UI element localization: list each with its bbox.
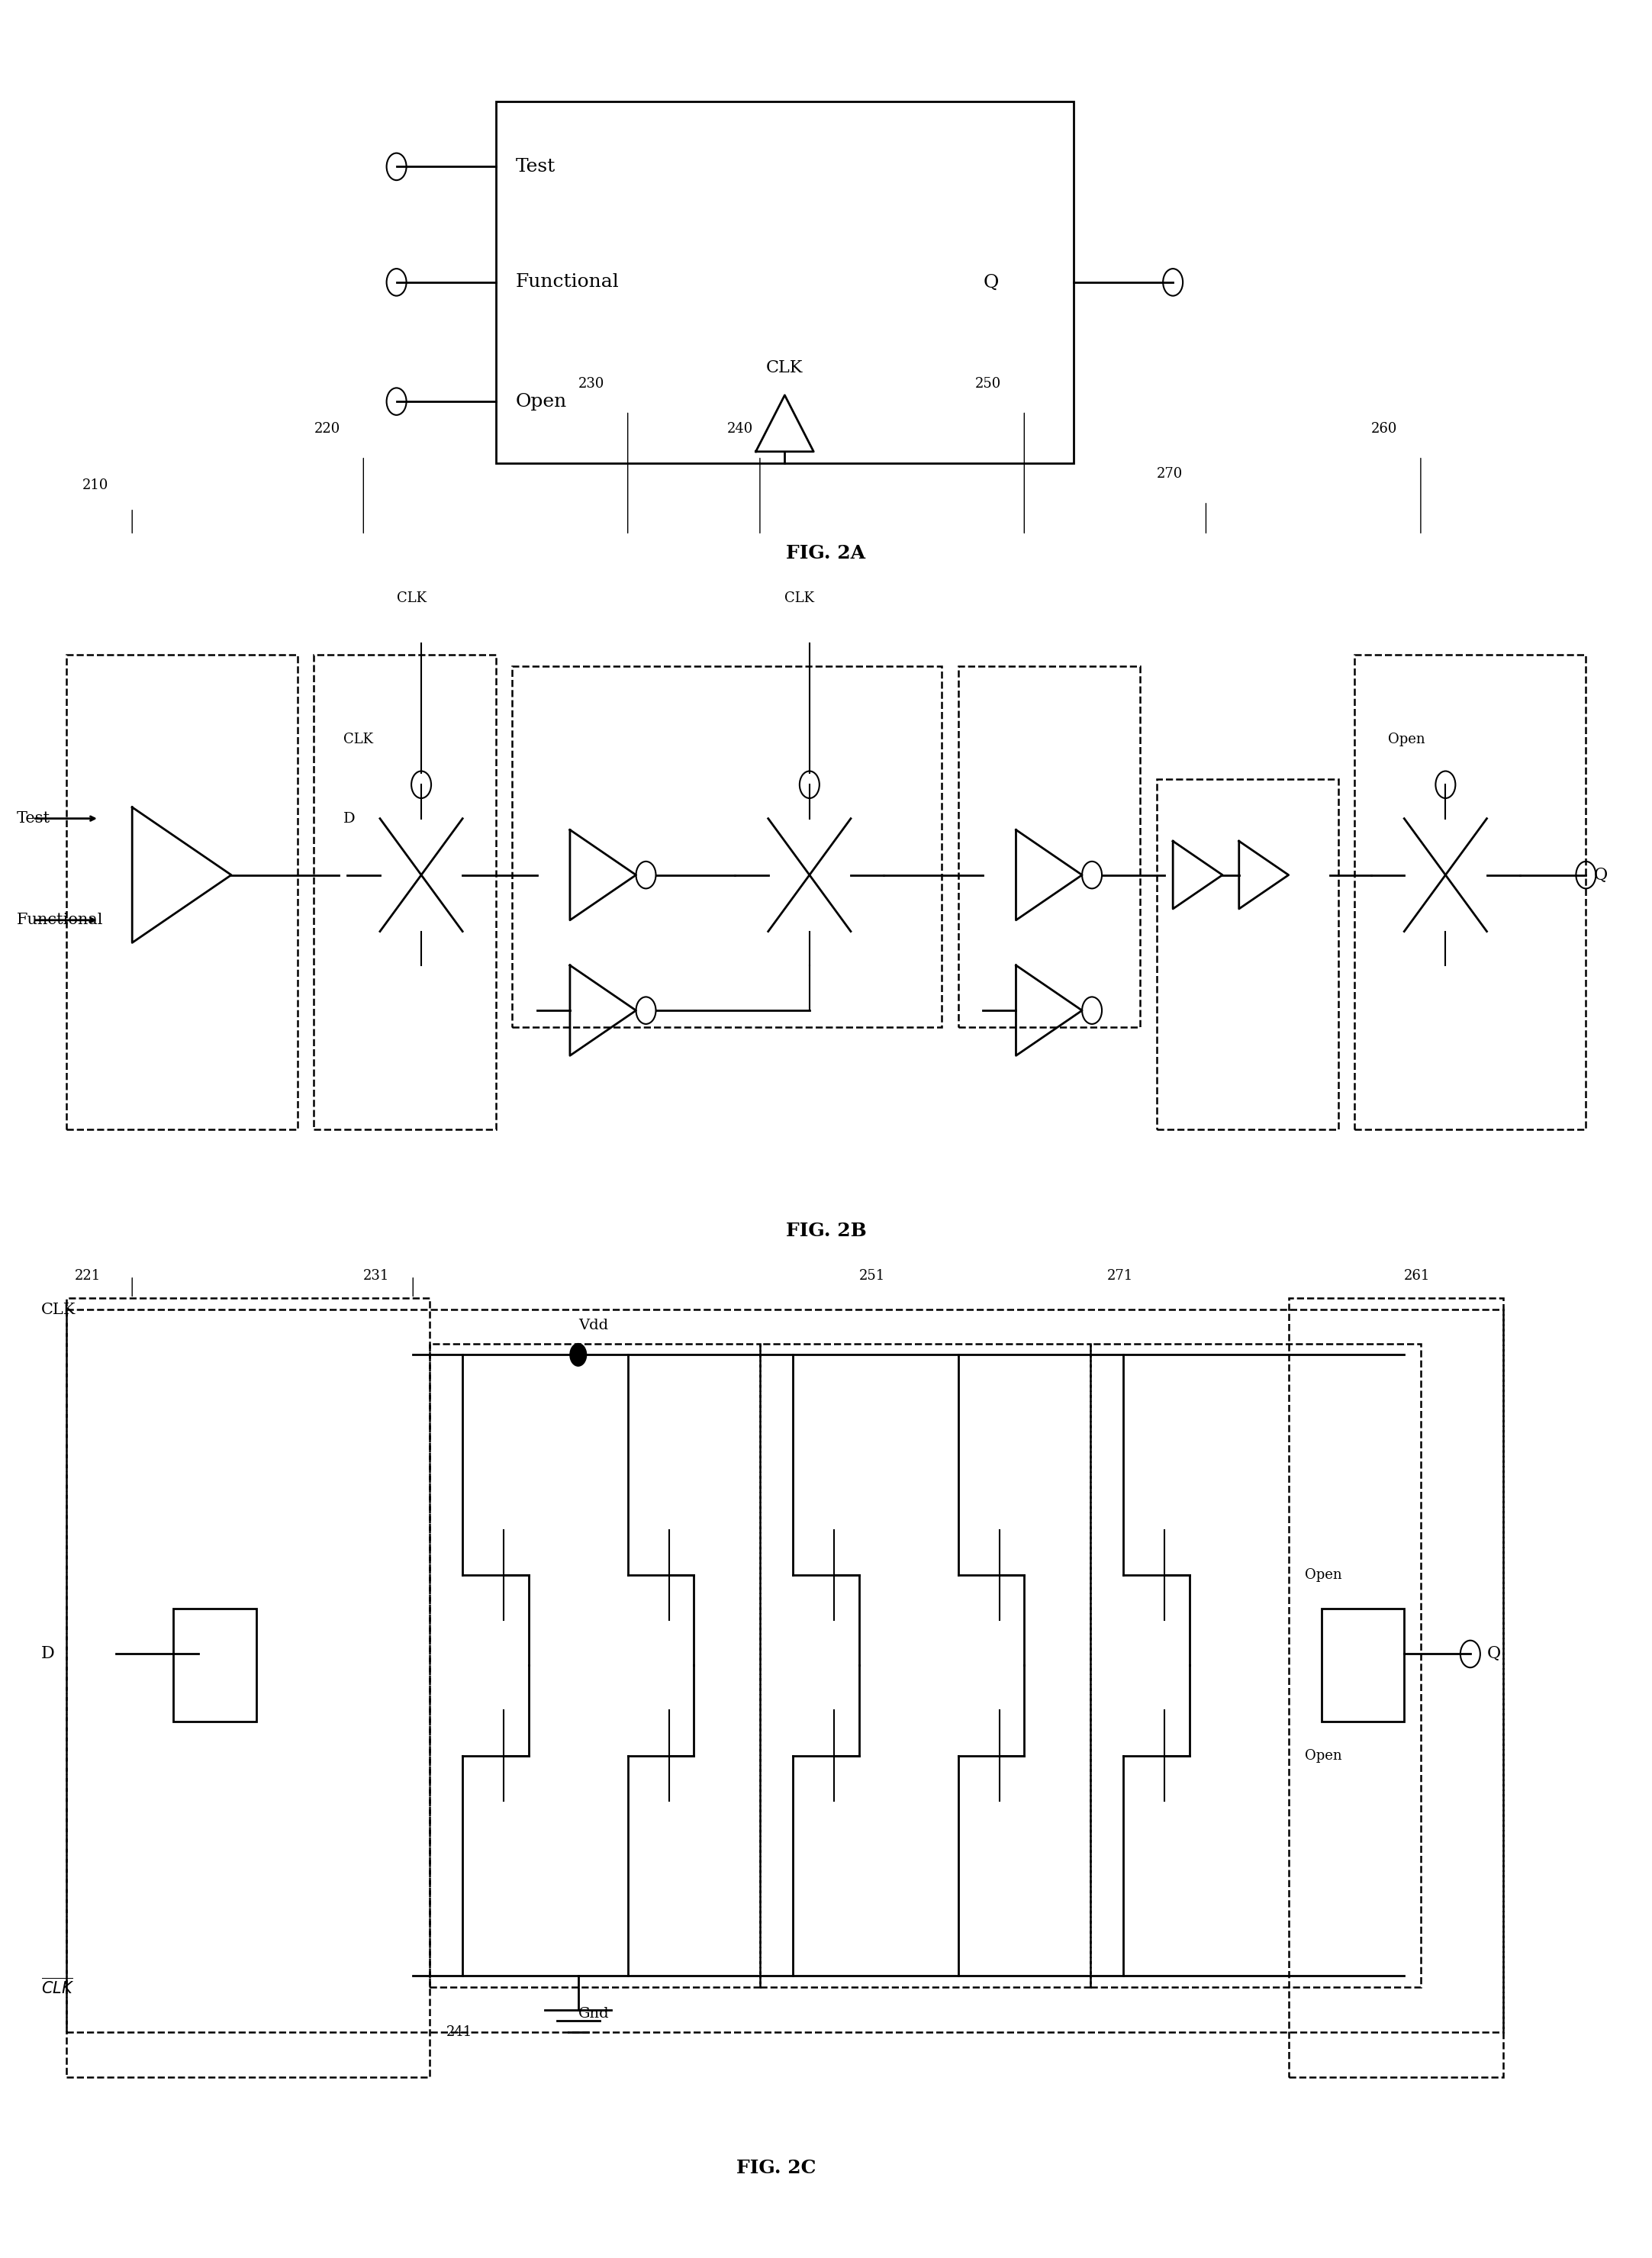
Bar	[496, 102, 1074, 463]
Text: 220: 220	[314, 422, 340, 436]
Bar	[958, 666, 1140, 1027]
Text: Open: Open	[1388, 732, 1424, 747]
Text: FIG. 2A: FIG. 2A	[786, 544, 866, 562]
Text: $\overline{CLK}$: $\overline{CLK}$	[41, 1978, 74, 1996]
Bar	[1156, 779, 1338, 1129]
Text: Gnd: Gnd	[578, 2007, 610, 2021]
Text: Test: Test	[17, 811, 50, 826]
Text: 250: 250	[975, 377, 1001, 391]
Bar	[314, 655, 496, 1129]
Bar	[66, 655, 297, 1129]
Text: Functional: Functional	[515, 273, 620, 291]
Text: Vdd: Vdd	[578, 1319, 608, 1332]
Text: Open: Open	[1305, 1567, 1341, 1583]
Text: FIG. 2C: FIG. 2C	[737, 2159, 816, 2177]
Text: Test: Test	[515, 158, 555, 176]
Text: 221: 221	[74, 1269, 101, 1283]
Text: 261: 261	[1404, 1269, 1431, 1283]
Text: 260: 260	[1371, 422, 1398, 436]
Text: Q: Q	[1487, 1646, 1500, 1662]
Text: 210: 210	[83, 479, 109, 492]
Bar	[1090, 1344, 1421, 1987]
Bar	[1289, 1298, 1503, 2077]
Bar	[1355, 655, 1586, 1129]
Bar	[1322, 1608, 1404, 1721]
Text: 241: 241	[446, 2025, 472, 2039]
Text: CLK: CLK	[41, 1303, 76, 1316]
Circle shape	[570, 1344, 586, 1366]
Text: 271: 271	[1107, 1269, 1133, 1283]
Bar	[66, 1310, 1503, 2032]
Text: Q: Q	[1594, 867, 1607, 883]
Text: Functional: Functional	[17, 912, 102, 928]
Text: 240: 240	[727, 422, 753, 436]
Text: CLK: CLK	[344, 732, 373, 747]
Bar	[173, 1608, 256, 1721]
Bar	[760, 1344, 1090, 1987]
Text: Open: Open	[1305, 1748, 1341, 1763]
Text: 270: 270	[1156, 467, 1183, 481]
Bar	[66, 1298, 430, 2077]
Text: 251: 251	[859, 1269, 885, 1283]
Text: 230: 230	[578, 377, 605, 391]
Text: CLK: CLK	[396, 592, 426, 605]
Text: CLK: CLK	[767, 359, 803, 377]
Text: FIG. 2B: FIG. 2B	[786, 1222, 866, 1240]
Text: Q: Q	[983, 273, 998, 291]
Bar	[430, 1344, 760, 1987]
Text: 231: 231	[363, 1269, 390, 1283]
Text: D: D	[41, 1646, 55, 1662]
Text: CLK: CLK	[785, 592, 814, 605]
Bar	[512, 666, 942, 1027]
Text: D: D	[344, 811, 355, 826]
Text: Open: Open	[515, 393, 567, 411]
